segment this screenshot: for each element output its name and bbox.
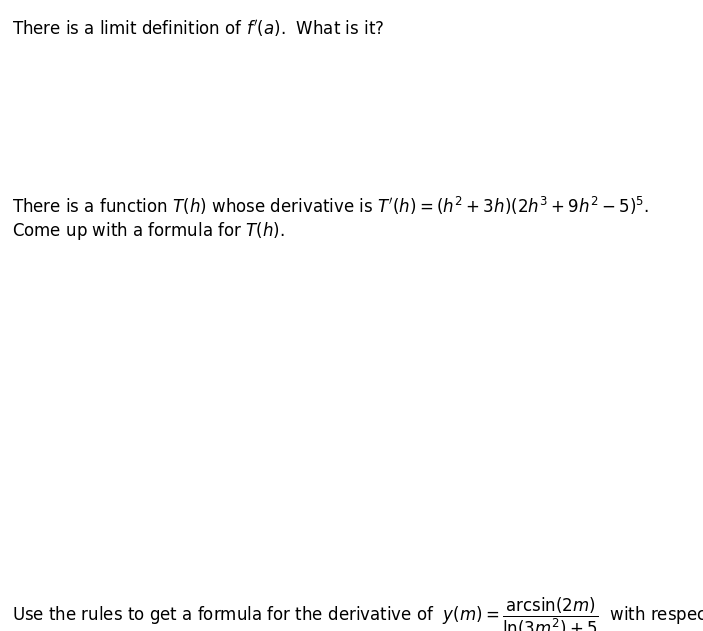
Text: Use the rules to get a formula for the derivative of  $y(m) = \dfrac{\mathrm{arc: Use the rules to get a formula for the d… — [12, 596, 703, 631]
Text: There is a limit definition of $f'(a)$.  What is it?: There is a limit definition of $f'(a)$. … — [12, 18, 385, 39]
Text: Come up with a formula for $T(h)$.: Come up with a formula for $T(h)$. — [12, 220, 285, 242]
Text: There is a function $T(h)$ whose derivative is $T'(h) = (h^2 + 3h)(2h^3 + 9h^2 -: There is a function $T(h)$ whose derivat… — [12, 195, 650, 217]
